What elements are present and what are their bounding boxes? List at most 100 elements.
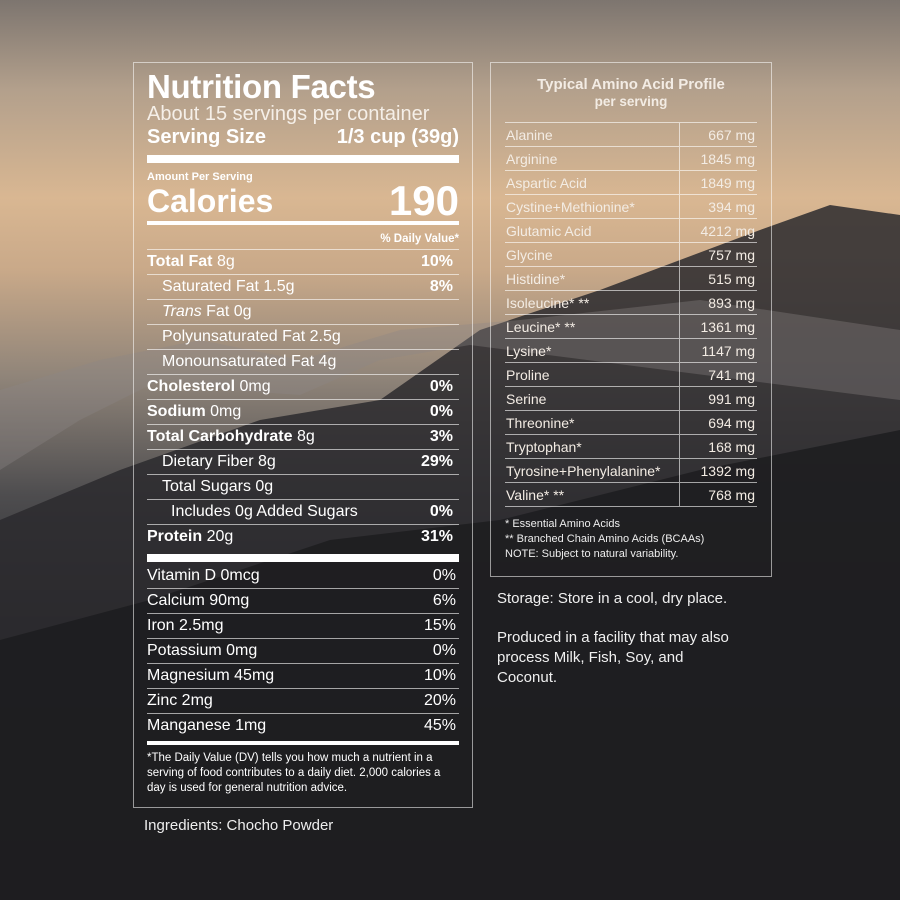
nutrient-daily-value: 0% (429, 403, 453, 420)
amino-name: Glycine (505, 242, 679, 267)
amino-name: Tyrosine+Phenylalanine* (505, 458, 679, 483)
nutrition-title: Nutrition Facts (147, 68, 376, 105)
vitamin-name: Zinc 2mg (147, 692, 213, 709)
nutrient-name: Dietary Fiber (162, 453, 254, 470)
nutrient-name: Total Sugars (162, 478, 251, 495)
amino-amount: 168 mg (678, 434, 757, 459)
vitamin-row: Iron 2.5mg 15% (147, 614, 459, 639)
amino-amount: 1849 mg (678, 170, 757, 195)
nutrient-label: Polyunsaturated Fat 2.5g (147, 325, 341, 349)
amino-amount: 694 mg (678, 410, 757, 435)
amino-row: Valine* ** 768 mg (505, 482, 757, 507)
vitamin-name: Potassium 0mg (147, 642, 258, 659)
amino-row: Lysine* 1147 mg (505, 338, 757, 363)
vitamin-daily-value: 15% (423, 617, 456, 634)
amino-title: Typical Amino Acid Profile (537, 76, 725, 93)
vitamin-daily-value: 6% (432, 592, 456, 609)
amino-name: Glutamic Acid (505, 218, 679, 243)
nutrient-name: Polyunsaturated Fat (162, 328, 306, 345)
amino-name: Serine (505, 386, 679, 411)
nutrition-facts-panel: Nutrition Facts About 15 servings per co… (133, 62, 473, 808)
divider (147, 221, 459, 225)
nutrient-label: Sodium 0mg (147, 400, 241, 424)
calories: Calories 190 (147, 180, 459, 222)
nutrient-daily-value: 0% (429, 378, 453, 395)
amount-per-serving: Amount Per Serving (147, 171, 253, 183)
nutrient-name: Trans (162, 303, 202, 320)
nutrient-name: Total Fat (147, 253, 213, 270)
nutrient-row: Saturated Fat 1.5g 8% (147, 275, 459, 300)
nutrient-row: Monounsaturated Fat 4g (147, 350, 459, 375)
nutrient-amount: 0g (255, 478, 274, 495)
amino-amount: 741 mg (678, 362, 757, 387)
nutrient-name: Monounsaturated Fat (162, 353, 315, 370)
nutrient-label: Trans Fat 0g (147, 300, 252, 324)
storage-note: Storage: Store in a cool, dry place. (497, 590, 728, 607)
nutrient-name: Includes 0g Added Sugars (171, 503, 358, 520)
nutrient-amount: 8g (296, 428, 315, 445)
amino-amount: 515 mg (678, 266, 757, 291)
amino-subtitle: per serving (594, 94, 668, 109)
nutrient-label: Total Sugars 0g (147, 475, 273, 499)
nutrient-row: Trans Fat 0g (147, 300, 459, 325)
amino-name: Valine* ** (505, 482, 679, 507)
nutrient-amount: 1.5g (263, 278, 295, 295)
amino-row: Glutamic Acid 4212 mg (505, 218, 757, 243)
serving-size-value: 1/3 cup (39g) (336, 126, 459, 148)
vitamin-daily-value: 0% (432, 642, 456, 659)
nutrient-label: Total Fat 8g (147, 250, 235, 274)
amino-row: Serine 991 mg (505, 386, 757, 411)
nutrient-row: Total Carbohydrate 8g 3% (147, 425, 459, 450)
amino-acid-panel: Typical Amino Acid Profile per serving A… (490, 62, 772, 577)
nutrient-daily-value (453, 300, 459, 324)
calories-label: Calories (147, 183, 274, 219)
amino-amount: 757 mg (678, 242, 757, 267)
divider (147, 155, 459, 163)
amino-amount: 768 mg (678, 482, 757, 507)
nutrient-daily-value: 31% (420, 528, 453, 545)
nutrient-amount: 2.5g (309, 328, 341, 345)
vitamin-daily-value: 0% (432, 567, 456, 584)
amino-name: Lysine* (505, 338, 679, 363)
serving-size: Serving Size 1/3 cup (39g) (147, 125, 459, 149)
vitamin-row: Vitamin D 0mcg 0% (147, 564, 459, 589)
vitamin-row: Calcium 90mg 6% (147, 589, 459, 614)
vitamin-name: Calcium 90mg (147, 592, 250, 609)
nutrient-amount: Fat 0g (206, 303, 252, 320)
allergen-note: Produced in a facility that may also pro… (497, 629, 729, 686)
amino-row: Glycine 757 mg (505, 242, 757, 267)
amino-amount: 394 mg (678, 194, 757, 219)
amino-note: NOTE: Subject to natural variability. (505, 548, 679, 560)
nutrient-daily-value: 3% (429, 428, 453, 445)
daily-value-header: % Daily Value* (147, 229, 459, 250)
amino-amount: 1361 mg (678, 314, 757, 339)
nutrient-amount: 8g (258, 453, 276, 470)
amino-row: Cystine+Methionine* 394 mg (505, 194, 757, 219)
vitamin-row: Potassium 0mg 0% (147, 639, 459, 664)
divider (147, 554, 459, 562)
nutrient-row: Protein 20g 31% (147, 525, 459, 550)
nutrient-label: Dietary Fiber 8g (147, 450, 276, 474)
amino-row: Alanine 667 mg (505, 122, 757, 147)
amino-row: Histidine* 515 mg (505, 266, 757, 291)
amino-row: Threonine* 694 mg (505, 410, 757, 435)
footnote: *The Daily Value (DV) tells you how much… (147, 752, 441, 794)
vitamin-name: Vitamin D 0mcg (147, 567, 260, 584)
amino-amount: 1147 mg (678, 338, 757, 363)
vitamin-name: Iron 2.5mg (147, 617, 224, 634)
nutrient-row: Polyunsaturated Fat 2.5g (147, 325, 459, 350)
amino-row: Tyrosine+Phenylalanine* 1392 mg (505, 458, 757, 483)
nutrient-amount: 0mg (239, 378, 271, 395)
amino-name: Proline (505, 362, 679, 387)
nutrient-row: Total Sugars 0g (147, 475, 459, 500)
nutrient-row: Sodium 0mg 0% (147, 400, 459, 425)
nutrient-name: Cholesterol (147, 378, 236, 395)
vitamin-daily-value: 20% (423, 692, 456, 709)
divider (147, 741, 459, 745)
amino-row: Aspartic Acid 1849 mg (505, 170, 757, 195)
amino-name: Aspartic Acid (505, 170, 679, 195)
nutrient-label: Total Carbohydrate 8g (147, 425, 315, 449)
nutrient-row: Includes 0g Added Sugars 0% (147, 500, 459, 525)
amino-row: Tryptophan* 168 mg (505, 434, 757, 459)
amino-name: Alanine (505, 122, 679, 147)
